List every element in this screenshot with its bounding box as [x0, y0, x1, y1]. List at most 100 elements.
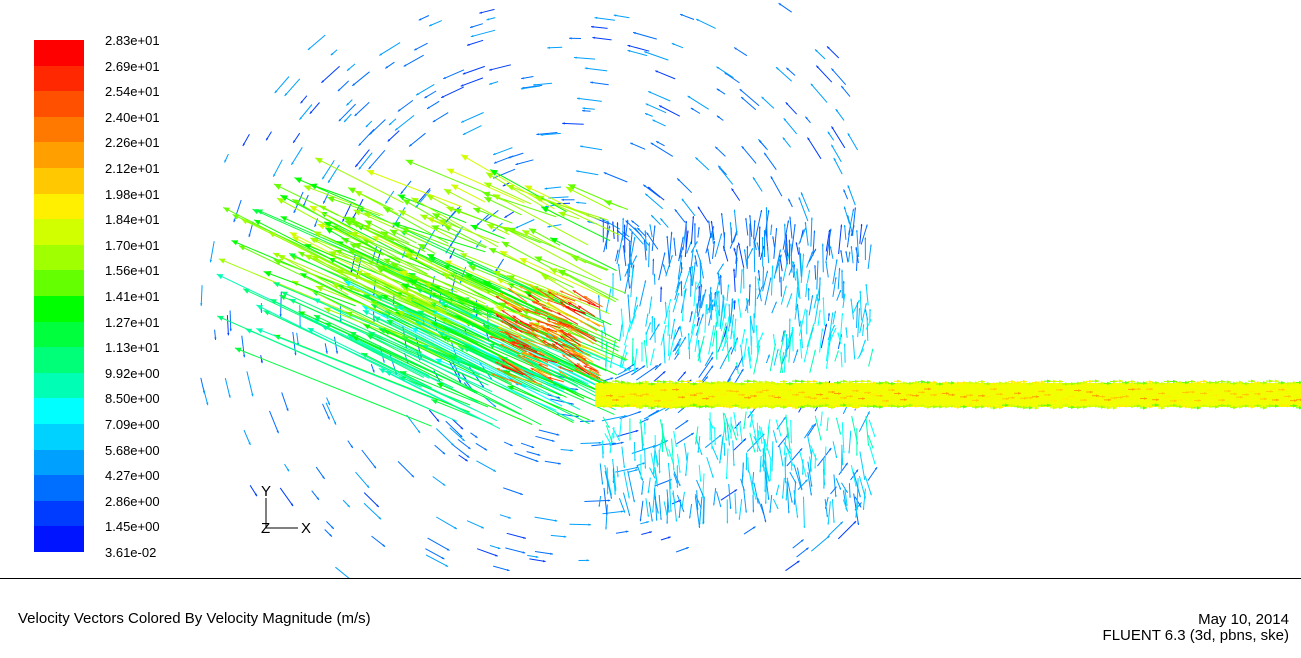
velocity-vector — [762, 389, 769, 392]
velocity-vector — [1164, 395, 1171, 399]
velocity-vector — [466, 520, 485, 529]
velocity-vector — [684, 404, 691, 408]
velocity-vector — [544, 460, 561, 465]
velocity-vector — [842, 293, 846, 309]
velocity-vector — [694, 322, 701, 352]
velocity-vector — [714, 299, 718, 322]
velocity-vector — [708, 381, 715, 385]
velocity-vector — [773, 249, 781, 279]
velocity-vector — [346, 99, 353, 106]
velocity-vector — [752, 176, 763, 192]
velocity-vector — [696, 391, 703, 395]
velocity-vector — [413, 42, 428, 51]
velocity-vector — [827, 131, 835, 141]
velocity-vector — [1098, 381, 1105, 386]
velocity-vector — [796, 268, 801, 299]
velocity-vector — [489, 545, 501, 550]
velocity-vector — [426, 253, 492, 285]
velocity-vector — [327, 164, 340, 183]
velocity-vector — [280, 291, 489, 386]
velocity-vector — [1284, 381, 1291, 386]
velocity-vector — [714, 388, 721, 392]
velocity-vector — [630, 220, 640, 227]
velocity-vector — [1152, 398, 1159, 402]
velocity-vector — [664, 301, 668, 318]
velocity-vector — [540, 132, 561, 136]
velocity-vector — [867, 434, 874, 449]
velocity-vector — [550, 534, 567, 538]
velocity-vector — [445, 420, 463, 438]
velocity-vector — [385, 61, 395, 69]
velocity-vector — [499, 292, 529, 312]
velocity-vector — [852, 299, 860, 314]
velocity-vector — [500, 343, 519, 354]
velocity-vector — [819, 328, 824, 353]
velocity-vector — [697, 206, 709, 223]
velocity-vector — [789, 471, 797, 484]
velocity-vector — [470, 29, 496, 38]
velocity-vector — [769, 494, 773, 513]
velocity-vector — [1206, 388, 1213, 392]
velocity-vector — [1146, 405, 1153, 409]
velocity-vector — [822, 403, 829, 407]
velocity-vector — [684, 392, 691, 396]
velocity-vector — [712, 322, 717, 347]
velocity-vector — [315, 466, 326, 480]
velocity-vector — [1164, 404, 1171, 408]
velocity-vector — [788, 338, 792, 363]
velocity-vector — [1098, 405, 1105, 409]
velocity-vector — [495, 314, 523, 333]
velocity-vector — [837, 520, 857, 540]
velocity-vector — [731, 188, 741, 201]
velocity-vector — [1008, 403, 1015, 408]
velocity-vector — [541, 306, 553, 313]
velocity-vector — [609, 432, 613, 454]
velocity-vector — [774, 382, 781, 386]
velocity-vector — [299, 305, 302, 329]
velocity-vector — [756, 380, 763, 385]
velocity-vector — [501, 241, 553, 270]
velocity-vector — [660, 405, 667, 409]
velocity-vector — [533, 82, 553, 86]
velocity-vector — [397, 99, 414, 112]
velocity-vector — [300, 272, 425, 335]
velocity-vector — [279, 487, 294, 507]
velocity-vector — [347, 217, 394, 241]
velocity-vector — [718, 166, 734, 185]
velocity-vector — [554, 328, 567, 338]
velocity-vector — [1170, 403, 1177, 408]
velocity-vector — [948, 381, 955, 385]
velocity-vector — [650, 142, 674, 157]
velocity-vector — [704, 434, 722, 449]
velocity-vector — [623, 224, 626, 253]
velocity-vector — [734, 339, 738, 351]
velocity-vector — [744, 406, 751, 410]
graphics-viewport[interactable]: 2.83e+01 2.69e+01 2.54e+01 2.40e+01 2.26e+01… — [0, 0, 1301, 578]
velocity-vector — [355, 270, 471, 326]
velocity-vector — [918, 403, 925, 408]
velocity-vector — [594, 16, 615, 21]
velocity-vector — [466, 39, 484, 46]
velocity-vector — [615, 466, 639, 473]
velocity-vector — [1080, 380, 1087, 385]
velocity-vector — [492, 193, 589, 246]
velocity-vector — [826, 417, 829, 432]
velocity-vector — [708, 405, 715, 409]
velocity-vector — [743, 526, 756, 535]
velocity-vector — [984, 395, 991, 399]
velocity-vector — [602, 416, 610, 429]
velocity-vector — [618, 418, 622, 438]
velocity-vector — [690, 278, 692, 297]
velocity-vector — [785, 333, 788, 358]
velocity-vector — [1248, 405, 1255, 409]
velocity-vector — [648, 394, 655, 398]
velocity-vector — [687, 333, 691, 360]
velocity-vector — [226, 315, 230, 336]
velocity-vector — [442, 272, 505, 311]
velocity-vector — [1266, 379, 1273, 383]
velocity-vector — [825, 229, 831, 252]
velocity-vector — [242, 133, 250, 147]
velocity-vector — [335, 566, 350, 578]
velocity-vector — [658, 449, 661, 474]
velocity-vector — [750, 406, 757, 410]
